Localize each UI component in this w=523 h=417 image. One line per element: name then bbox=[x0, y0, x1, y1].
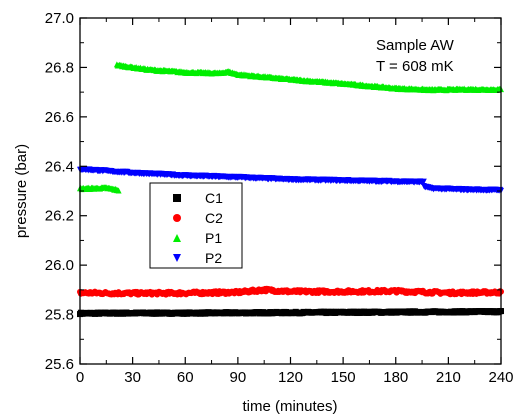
series-layer bbox=[77, 61, 504, 318]
x-tick-label: 120 bbox=[278, 369, 303, 386]
y-tick-label: 26.0 bbox=[45, 257, 74, 274]
annotation-temperature: T = 608 mK bbox=[376, 58, 454, 75]
x-tick-label: 30 bbox=[124, 369, 141, 386]
y-tick-label: 25.6 bbox=[45, 356, 74, 373]
y-axis-ticks bbox=[80, 17, 501, 365]
legend-label-c1: C1 bbox=[205, 190, 223, 206]
legend-box bbox=[149, 182, 243, 269]
x-tick-label: 180 bbox=[383, 369, 408, 386]
series-p1 bbox=[77, 61, 504, 194]
legend-label-c2: C2 bbox=[205, 210, 223, 226]
data-point bbox=[420, 178, 427, 185]
x-axis-label: time (minutes) bbox=[242, 398, 337, 415]
x-tick-label: 0 bbox=[76, 369, 84, 386]
legend-marker-c1 bbox=[173, 194, 181, 202]
series-p2 bbox=[77, 166, 504, 194]
legend-marker-c2 bbox=[173, 214, 181, 222]
series-c1 bbox=[77, 307, 504, 318]
y-tick-label: 27.0 bbox=[45, 10, 74, 27]
x-axis-tick-labels: 0 30 60 90 120 150 180 210 240 bbox=[76, 369, 514, 386]
x-tick-label: 60 bbox=[177, 369, 194, 386]
data-point bbox=[115, 187, 122, 194]
y-axis-tick-labels: 25.6 25.8 26.0 26.2 26.4 26.6 26.8 27.0 bbox=[45, 10, 74, 373]
y-tick-label: 26.2 bbox=[45, 208, 74, 225]
x-axis-ticks bbox=[79, 18, 502, 364]
legend-label-p1: P1 bbox=[205, 230, 222, 246]
y-axis-label: pressure (bar) bbox=[13, 144, 30, 238]
y-tick-label: 25.8 bbox=[45, 307, 74, 324]
x-tick-label: 240 bbox=[488, 369, 513, 386]
x-tick-label: 210 bbox=[436, 369, 461, 386]
legend-marker-p1 bbox=[173, 234, 181, 242]
y-tick-label: 26.8 bbox=[45, 59, 74, 76]
legend-label-p2: P2 bbox=[205, 250, 222, 266]
series-c2 bbox=[77, 285, 504, 298]
legend: C1 C2 P1 P2 bbox=[149, 182, 243, 269]
legend-marker-p2 bbox=[173, 254, 181, 262]
x-tick-label: 90 bbox=[230, 369, 247, 386]
x-tick-label: 150 bbox=[331, 369, 356, 386]
y-tick-label: 26.6 bbox=[45, 109, 74, 126]
annotation-sample: Sample AW bbox=[376, 37, 455, 54]
y-tick-label: 26.4 bbox=[45, 158, 74, 175]
